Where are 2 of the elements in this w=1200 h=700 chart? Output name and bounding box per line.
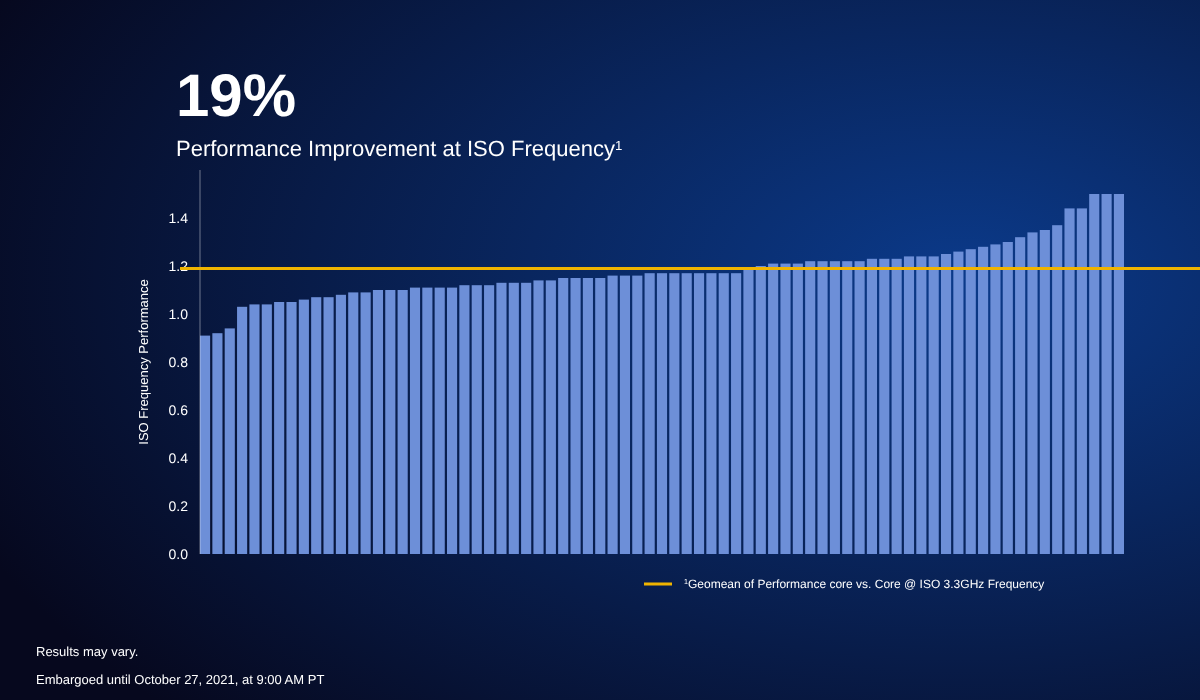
chart-subtitle: Performance Improvement at ISO Frequency$^{1}$	[176, 138, 623, 162]
chart-title: 19%	[176, 64, 297, 130]
